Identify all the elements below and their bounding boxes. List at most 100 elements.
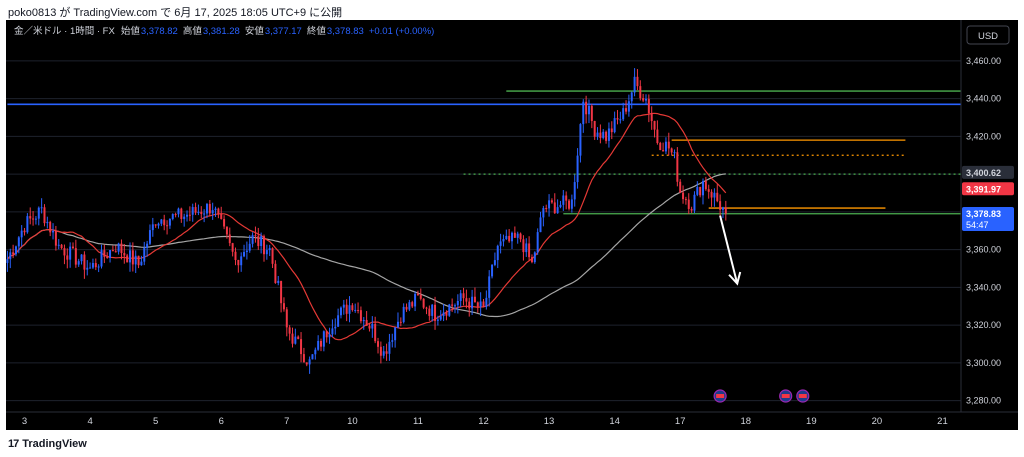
candle-body [396,321,399,328]
candle-body [693,194,696,211]
tradingview-brand[interactable]: 17 TradingView [8,438,87,450]
candle-body [453,305,456,307]
candle-body [40,207,43,209]
drawn-levels[interactable] [7,90,961,215]
currency-label[interactable]: USD [978,31,998,42]
price-tick-label: 3,440.00 [966,94,1001,104]
candle-body [288,327,291,334]
candle-body [371,323,374,329]
time-axis[interactable]: 3 4 5 6 7 10 11 12 13 14 17 18 19 20 21 [6,411,1018,427]
candle-body [322,331,325,347]
candle-body [488,276,491,298]
candle-body [664,141,667,152]
candle-body [394,327,397,341]
candle-body [644,98,647,101]
candle-body [653,121,656,130]
candle-body [359,310,362,322]
candle-body [174,214,177,216]
currency-button[interactable]: USD [966,25,1010,45]
candle-body [562,195,565,205]
date-tick-label: 21 [937,416,948,427]
candle-body [593,121,596,137]
candle-body [342,304,345,308]
candle-body [716,192,719,202]
price-tick-label: 3,320.00 [966,320,1001,330]
candle-body [228,234,231,244]
candle-body [704,181,707,190]
chart-frame[interactable]: 3,460.003,440.003,420.003,400.003,380.00… [6,20,1018,430]
candle-body [493,260,496,265]
candle-body [485,297,488,307]
publish-line: poko0813 が TradingView.com で 6月 17, 2025… [8,7,343,19]
candle-body [391,340,394,342]
candle-body [225,226,228,235]
candle-body [473,296,476,303]
candle-body [479,301,482,307]
candle-body [436,319,439,321]
us-flag-event-icon[interactable] [779,389,793,403]
price-tick-label: 3,420.00 [966,131,1001,141]
candle-body [590,105,593,122]
candle-body [245,250,248,253]
date-tick-label: 6 [219,416,224,427]
candle-body [357,309,360,311]
arrow-head [728,271,742,286]
candle-body [154,224,157,226]
event-markers[interactable] [713,389,810,403]
candle-body [724,207,727,214]
price-tick-label: 3,360.00 [966,245,1001,255]
candle-body [194,207,197,213]
forecast-arrow[interactable] [719,215,742,286]
candle-body [240,256,243,266]
candle-body [163,219,166,226]
candle-body [636,76,639,87]
candle-body [362,319,365,322]
candle-body [673,152,676,154]
candle-body [29,216,32,219]
candle-body [642,98,645,101]
candle-body [63,248,66,256]
price-chart[interactable]: 3,460.003,440.003,420.003,400.003,380.00… [6,20,1018,430]
candle-body [468,301,471,309]
candle-body [610,128,613,133]
date-tick-label: 12 [478,416,489,427]
price-label-box [962,165,1014,179]
price-tick-label: 3,460.00 [966,56,1001,66]
candle-body [52,230,55,233]
candle-body [114,251,117,253]
candle-body [568,200,571,209]
open-label: 始値 [121,25,141,37]
open-value: 3,378.82 [141,26,178,37]
candle-body [625,108,628,112]
candle-body [183,216,186,219]
candle-body [71,246,74,249]
candle-body [690,208,693,211]
price-label-box [962,182,1014,196]
candle-body [32,218,35,220]
us-flag-event-icon[interactable] [796,389,810,403]
price-label-text: 3,378.83 [966,209,1001,219]
candle-body [80,254,83,262]
candle-body [476,302,479,307]
candle-body [325,331,328,338]
candle-body [405,306,408,310]
date-tick-label: 20 [872,416,883,427]
candle-body [134,255,137,265]
candle-body [23,230,26,233]
candle-body [576,155,579,183]
candle-body [280,280,283,304]
candle-body [619,119,622,121]
us-flag-event-icon[interactable] [713,389,727,403]
low-value: 3,377.17 [265,26,302,37]
candle-body [613,118,616,133]
candle-body [684,199,687,201]
candle-body [365,319,368,326]
date-tick-label: 11 [413,416,423,427]
candle-body [83,254,86,270]
candle-body [9,252,12,260]
candle-body [511,232,514,242]
candle-body [388,341,391,354]
candle-body [462,293,465,299]
candle-body [197,211,200,213]
ma-slow-path [6,173,726,318]
